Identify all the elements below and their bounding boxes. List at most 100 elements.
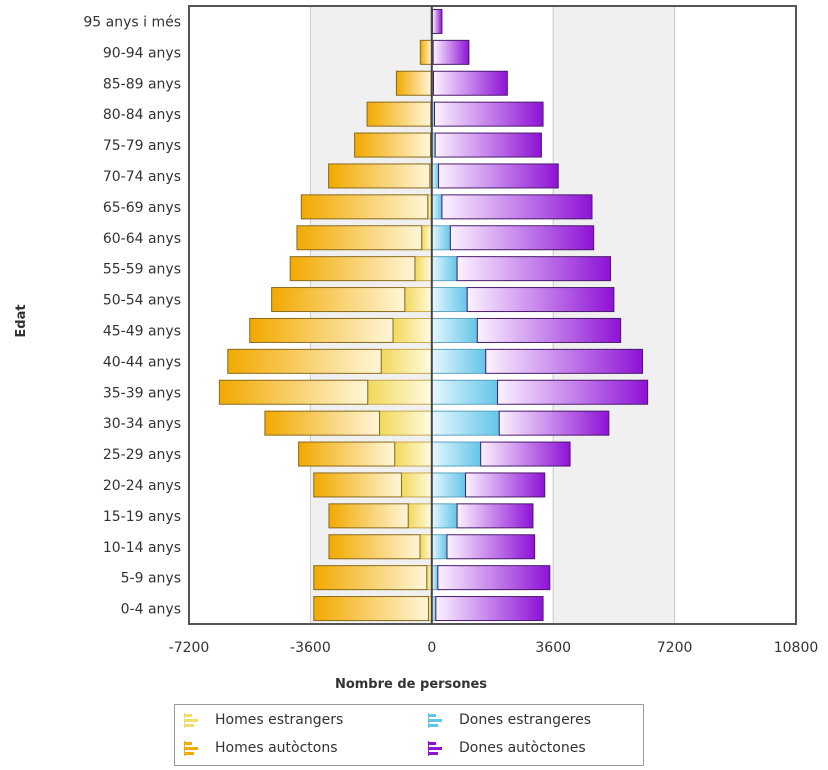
bar-dones-estrangeres-12[interactable] <box>431 225 451 251</box>
bar-homes-estrangers-5[interactable] <box>394 441 433 467</box>
bar-homes-aut-ctons-6[interactable] <box>264 410 381 436</box>
x-tick-label: 10800 <box>774 640 819 656</box>
bar-dones-estrangeres-4[interactable] <box>431 472 467 498</box>
bar-homes-aut-ctons-15[interactable] <box>354 132 431 158</box>
plot-border <box>188 5 797 625</box>
bar-dones-aut-ctones-2[interactable] <box>446 534 536 560</box>
y-tick-label: 95 anys i més <box>83 14 181 30</box>
bar-dones-estrangeres-11[interactable] <box>431 256 458 282</box>
bar-dones-aut-ctones-3[interactable] <box>456 503 534 529</box>
bar-dones-aut-ctones-15[interactable] <box>434 132 542 158</box>
bar-dones-aut-ctones-11[interactable] <box>456 256 612 282</box>
bar-homes-aut-ctons-8[interactable] <box>227 348 382 374</box>
y-tick-label: 20-24 anys <box>103 478 181 494</box>
bar-chart-icon <box>183 712 201 728</box>
bar-homes-aut-ctons-5[interactable] <box>298 441 396 467</box>
bar-chart-icon <box>427 712 445 728</box>
y-tick-label: 80-84 anys <box>103 107 181 123</box>
plot-area <box>189 6 796 624</box>
y-tick-label: 40-44 anys <box>103 354 181 370</box>
legend-item-homes-autoctons[interactable]: Homes autòctons <box>183 740 338 756</box>
bar-dones-aut-ctones-18[interactable] <box>432 39 470 65</box>
grid-band <box>310 6 432 624</box>
bar-homes-aut-ctons-4[interactable] <box>313 472 402 498</box>
legend-item-dones-estrangeres[interactable]: Dones estrangeres <box>427 712 591 728</box>
bar-homes-estrangers-3[interactable] <box>407 503 433 529</box>
bar-dones-aut-ctones-7[interactable] <box>497 379 649 405</box>
legend-label: Dones estrangeres <box>459 712 592 728</box>
bar-homes-estrangers-8[interactable] <box>380 348 433 374</box>
bar-homes-aut-ctons-12[interactable] <box>296 225 423 251</box>
bar-homes-aut-ctons-17[interactable] <box>395 70 432 96</box>
bar-dones-aut-ctones-16[interactable] <box>433 101 544 127</box>
bar-dones-estrangeres-2[interactable] <box>431 534 448 560</box>
bar-dones-estrangeres-10[interactable] <box>431 287 468 313</box>
y-axis-title: Edat <box>14 304 29 337</box>
bar-dones-estrangeres-3[interactable] <box>431 503 458 529</box>
bar-homes-aut-ctons-13[interactable] <box>300 194 429 220</box>
bar-dones-estrangeres-6[interactable] <box>431 410 500 436</box>
y-tick-label: 70-74 anys <box>103 169 181 185</box>
bar-homes-aut-ctons-14[interactable] <box>328 163 431 189</box>
y-tick-label: 25-29 anys <box>103 447 181 463</box>
bar-dones-aut-ctones-6[interactable] <box>498 410 610 436</box>
grid-bands <box>189 6 796 624</box>
y-tick-label: 10-14 anys <box>103 540 181 556</box>
population-pyramid-chart: 0-4 anys 5-9 anys 10-14 anys 15-19 anys 20-2… <box>14 5 819 692</box>
bar-dones-aut-ctones-19[interactable] <box>431 8 443 34</box>
bar-homes-aut-ctons-7[interactable] <box>218 379 369 405</box>
bar-homes-aut-ctons-2[interactable] <box>328 534 421 560</box>
bar-homes-aut-ctons-9[interactable] <box>249 317 394 343</box>
bar-homes-aut-ctons-1[interactable] <box>313 565 428 591</box>
y-tick-label: 55-59 anys <box>103 262 181 278</box>
bar-homes-aut-ctons-3[interactable] <box>328 503 409 529</box>
bar-homes-estrangers-11[interactable] <box>414 256 433 282</box>
y-tick-label: 0-4 anys <box>121 602 181 618</box>
bar-chart-icon <box>427 740 445 756</box>
bar-dones-estrangeres-9[interactable] <box>431 317 478 343</box>
bar-homes-aut-ctons-11[interactable] <box>289 256 416 282</box>
legend-label: Homes estrangers <box>215 712 344 728</box>
bar-dones-aut-ctones-13[interactable] <box>441 194 593 220</box>
bar-dones-estrangeres-13[interactable] <box>431 194 443 220</box>
bar-dones-aut-ctones-9[interactable] <box>476 317 622 343</box>
bar-homes-aut-ctons-16[interactable] <box>366 101 432 127</box>
bar-dones-estrangeres-5[interactable] <box>431 441 482 467</box>
y-tick-label: 90-94 anys <box>103 45 181 61</box>
y-tick-label: 5-9 anys <box>121 571 181 587</box>
bar-dones-aut-ctones-10[interactable] <box>466 287 615 313</box>
bars-layer <box>218 8 649 622</box>
bar-homes-aut-ctons-18[interactable] <box>419 39 432 65</box>
bar-dones-aut-ctones-14[interactable] <box>438 163 559 189</box>
y-tick-label: 60-64 anys <box>103 231 181 247</box>
bar-homes-aut-ctons-0[interactable] <box>313 596 429 622</box>
bar-dones-estrangeres-8[interactable] <box>431 348 487 374</box>
bar-homes-estrangers-10[interactable] <box>404 287 433 313</box>
bar-dones-aut-ctones-0[interactable] <box>435 596 544 622</box>
x-tick-label: 7200 <box>657 640 693 656</box>
legend-item-dones-autoctones[interactable]: Dones autòctones <box>427 740 586 756</box>
bar-homes-estrangers-6[interactable] <box>379 410 433 436</box>
bar-dones-estrangeres-7[interactable] <box>431 379 499 405</box>
bar-dones-aut-ctones-1[interactable] <box>437 565 551 591</box>
bar-homes-estrangers-9[interactable] <box>392 317 433 343</box>
bar-homes-estrangers-2[interactable] <box>419 534 433 560</box>
bar-homes-estrangers-7[interactable] <box>367 379 433 405</box>
bar-homes-estrangers-12[interactable] <box>421 225 433 251</box>
bar-dones-aut-ctones-12[interactable] <box>449 225 595 251</box>
x-tick-label: -7200 <box>169 640 210 656</box>
legend-item-homes-estrangers[interactable]: Homes estrangers <box>183 712 343 728</box>
bar-dones-estrangeres-14[interactable] <box>431 163 440 189</box>
x-axis-title: Nombre de persones <box>335 677 487 692</box>
chart-legend: Homes estrangers Dones estrangeres Homes… <box>174 704 644 766</box>
y-tick-label: 35-39 anys <box>103 385 181 401</box>
bar-dones-aut-ctones-17[interactable] <box>432 70 508 96</box>
bar-homes-estrangers-4[interactable] <box>400 472 433 498</box>
bar-dones-aut-ctones-4[interactable] <box>465 472 546 498</box>
bar-homes-aut-ctons-10[interactable] <box>271 287 406 313</box>
y-tick-label: 85-89 anys <box>103 76 181 92</box>
bar-dones-aut-ctones-8[interactable] <box>485 348 644 374</box>
y-tick-label: 50-54 anys <box>103 293 181 309</box>
x-tick-label: 3600 <box>535 640 571 656</box>
bar-dones-aut-ctones-5[interactable] <box>480 441 571 467</box>
